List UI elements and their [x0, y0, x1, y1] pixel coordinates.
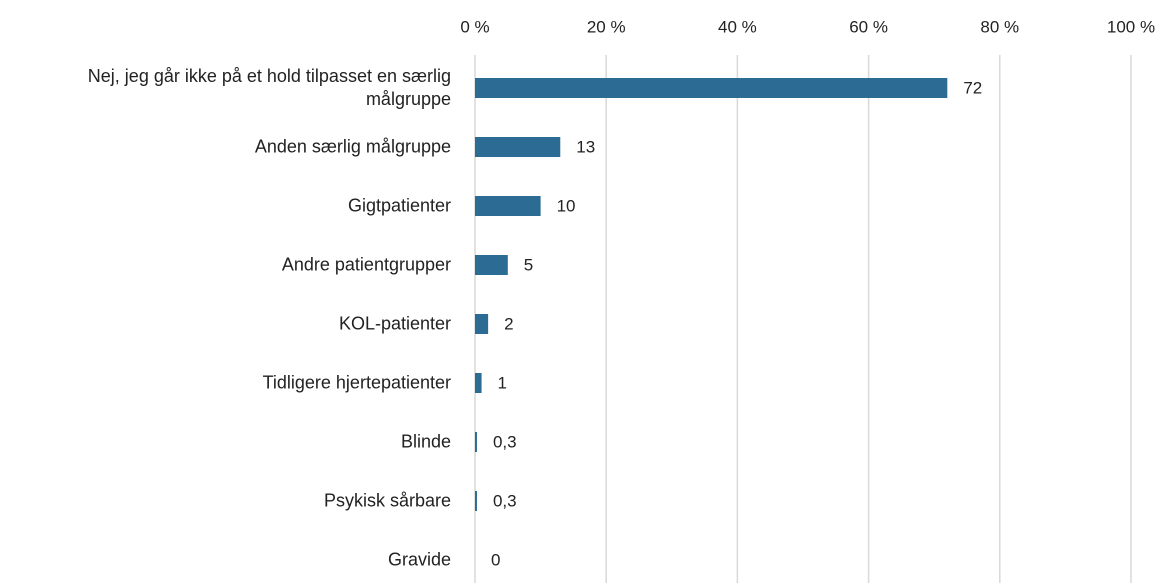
- y-tick-label: Gravide: [387, 549, 451, 570]
- x-tick-label: 40 %: [718, 17, 757, 36]
- data-label: 72: [963, 78, 982, 97]
- y-tick-label: KOL-patienter: [338, 313, 451, 334]
- data-label: 0: [491, 550, 500, 569]
- bar: [475, 314, 489, 334]
- x-tick-label: 80 %: [980, 17, 1019, 36]
- data-label: 0,3: [493, 432, 517, 451]
- data-label: 2: [504, 314, 513, 333]
- bar: [475, 432, 477, 452]
- bar: [475, 373, 482, 393]
- y-tick-label: Andre patientgrupper: [281, 254, 451, 275]
- x-tick-label: 0 %: [460, 17, 489, 36]
- data-label: 0,3: [493, 491, 517, 510]
- x-tick-label: 100 %: [1107, 17, 1155, 36]
- data-label: 1: [498, 373, 507, 392]
- data-label: 5: [524, 255, 533, 274]
- y-tick-label: Nej, jeg går ikke på et hold tilpasset e…: [87, 66, 451, 109]
- y-tick-label: Blinde: [400, 431, 451, 452]
- bar: [475, 196, 541, 216]
- y-tick-label: Gigtpatienter: [347, 195, 451, 216]
- x-tick-label: 20 %: [587, 17, 626, 36]
- bar: [475, 255, 508, 275]
- data-label: 13: [576, 137, 595, 156]
- bar: [475, 491, 477, 511]
- y-tick-label: Tidligere hjertepatienter: [262, 372, 451, 393]
- data-label: 10: [557, 196, 576, 215]
- y-tick-label: Anden særlig målgruppe: [254, 136, 451, 157]
- bar: [475, 137, 561, 157]
- x-tick-label: 60 %: [849, 17, 888, 36]
- y-tick-label: Psykisk sårbare: [323, 490, 451, 511]
- bar: [475, 78, 948, 98]
